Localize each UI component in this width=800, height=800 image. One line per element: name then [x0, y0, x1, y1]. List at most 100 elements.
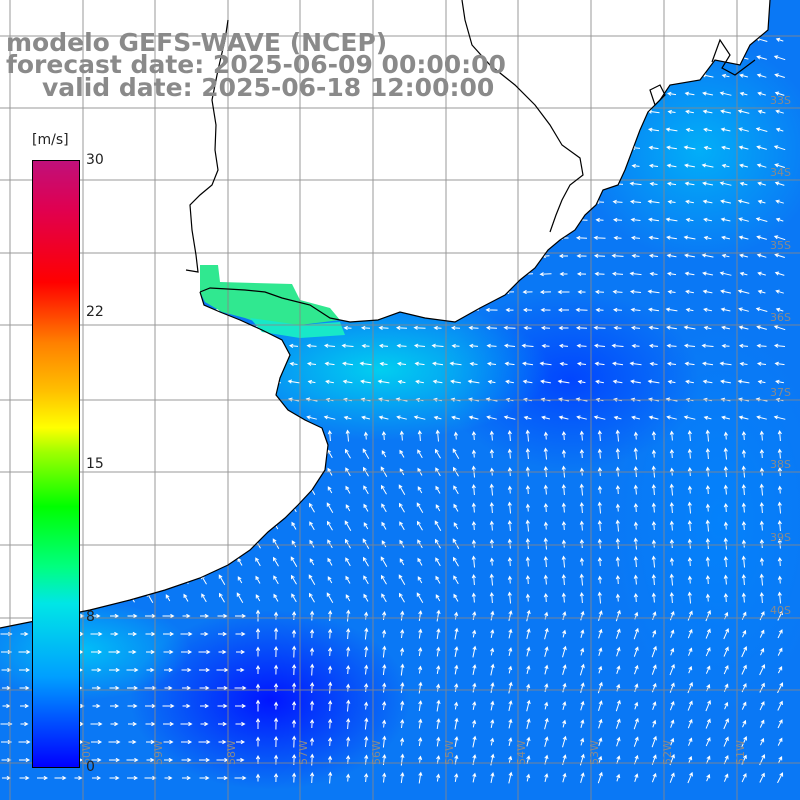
wind-arrow: [615, 503, 621, 512]
wind-arrow: [486, 415, 497, 420]
wind-arrow: [343, 415, 352, 420]
wind-arrow: [328, 609, 333, 622]
wind-arrow: [92, 538, 100, 550]
wind-arrow: [360, 236, 371, 241]
wind-arrow: [634, 683, 639, 692]
wind-arrow: [723, 664, 729, 675]
wind-arrow: [235, 379, 244, 384]
wind-arrow: [341, 254, 354, 259]
wind-arrow: [741, 483, 746, 496]
wind-arrow: [89, 182, 102, 187]
wind-arrow: [688, 737, 693, 746]
wind-arrow: [651, 539, 657, 548]
wind-arrow: [309, 521, 315, 531]
wind-arrow: [647, 199, 660, 204]
wind-arrow: [415, 218, 424, 223]
wind-arrow: [648, 163, 659, 168]
wind-arrow: [129, 430, 134, 441]
wind-arrow: [310, 663, 315, 676]
wind-arrow: [0, 236, 11, 241]
wind-arrow: [325, 200, 335, 205]
wind-arrow: [328, 699, 333, 712]
wind-arrow: [452, 556, 459, 567]
wind-arrow: [487, 182, 497, 187]
wind-arrow: [684, 163, 695, 168]
wind-arrow: [543, 521, 549, 530]
wind-arrow: [595, 379, 604, 384]
wind-arrow: [400, 718, 405, 729]
wind-arrow: [180, 307, 191, 313]
wind-arrow: [399, 737, 405, 746]
wind-arrow: [685, 37, 694, 42]
wind-arrow: [287, 200, 300, 205]
wind-arrow: [305, 127, 318, 133]
wind-arrow: [688, 755, 693, 764]
wind-arrow: [541, 164, 550, 169]
wind-arrow: [451, 164, 460, 169]
wind-arrow: [720, 127, 731, 132]
wind-arrow: [291, 735, 297, 748]
wind-arrow: [216, 145, 227, 151]
wind-arrow: [163, 235, 172, 241]
wind-arrow: [1, 253, 10, 259]
wind-arrow: [180, 325, 191, 331]
wind-arrow: [451, 343, 460, 349]
wind-arrow: [146, 649, 156, 655]
wind-arrow: [471, 539, 477, 548]
wind-arrow: [652, 611, 657, 620]
wind-arrow: [575, 307, 588, 313]
wind-arrow: [522, 109, 533, 115]
wind-arrow: [146, 757, 155, 763]
wind-arrow: [377, 109, 390, 115]
wind-arrow: [777, 772, 784, 784]
wind-arrow: [611, 253, 624, 258]
wind-arrow: [543, 447, 548, 460]
wind-arrow: [343, 235, 352, 241]
wind-arrow: [616, 646, 621, 657]
wind-arrow: [579, 591, 584, 604]
wind-arrow: [756, 361, 767, 366]
wind-arrow: [759, 700, 765, 711]
wind-arrow: [253, 146, 262, 151]
wind-arrow: [633, 592, 639, 603]
wind-arrow: [305, 218, 318, 223]
wind-arrow: [525, 556, 530, 567]
wind-arrow: [255, 664, 261, 674]
wind-arrow: [182, 613, 191, 619]
wind-arrow: [128, 649, 137, 655]
map-title-model: modelo GEFS-WAVE (NCEP): [6, 28, 388, 57]
wind-arrow: [631, 163, 640, 169]
wind-arrow: [324, 289, 335, 295]
wind-arrow: [200, 484, 207, 495]
wind-arrow: [163, 649, 174, 655]
wind-arrow: [418, 628, 423, 639]
wind-arrow: [508, 665, 513, 674]
wind-arrow: [107, 307, 120, 313]
wind-arrow: [345, 557, 351, 567]
wind-arrow: [234, 775, 247, 781]
wind-arrow: [558, 73, 568, 79]
wind-arrow: [255, 575, 261, 584]
wind-arrow: [580, 700, 585, 711]
map-title-forecast-date: forecast date: 2025-06-09 00:00:00: [6, 50, 506, 79]
wind-arrow: [17, 109, 30, 115]
wind-arrow: [343, 218, 352, 223]
wind-arrow: [255, 736, 261, 747]
wind-arrow: [363, 701, 369, 710]
wind-arrow: [579, 501, 584, 514]
wind-arrow: [508, 610, 513, 622]
wind-arrow: [398, 502, 405, 513]
wind-arrow: [414, 164, 425, 169]
wind-arrow: [611, 163, 624, 168]
wind-arrow: [562, 645, 567, 658]
wind-arrow: [575, 235, 588, 241]
wind-arrow: [575, 127, 588, 133]
wind-arrow: [755, 217, 768, 222]
wind-arrow: [343, 325, 352, 331]
wind-arrow: [472, 645, 477, 658]
wind-arrow: [723, 555, 728, 568]
wind-arrow: [454, 627, 459, 640]
wind-arrow: [630, 235, 641, 241]
wind-arrow: [199, 757, 211, 763]
wind-arrow: [146, 502, 154, 514]
